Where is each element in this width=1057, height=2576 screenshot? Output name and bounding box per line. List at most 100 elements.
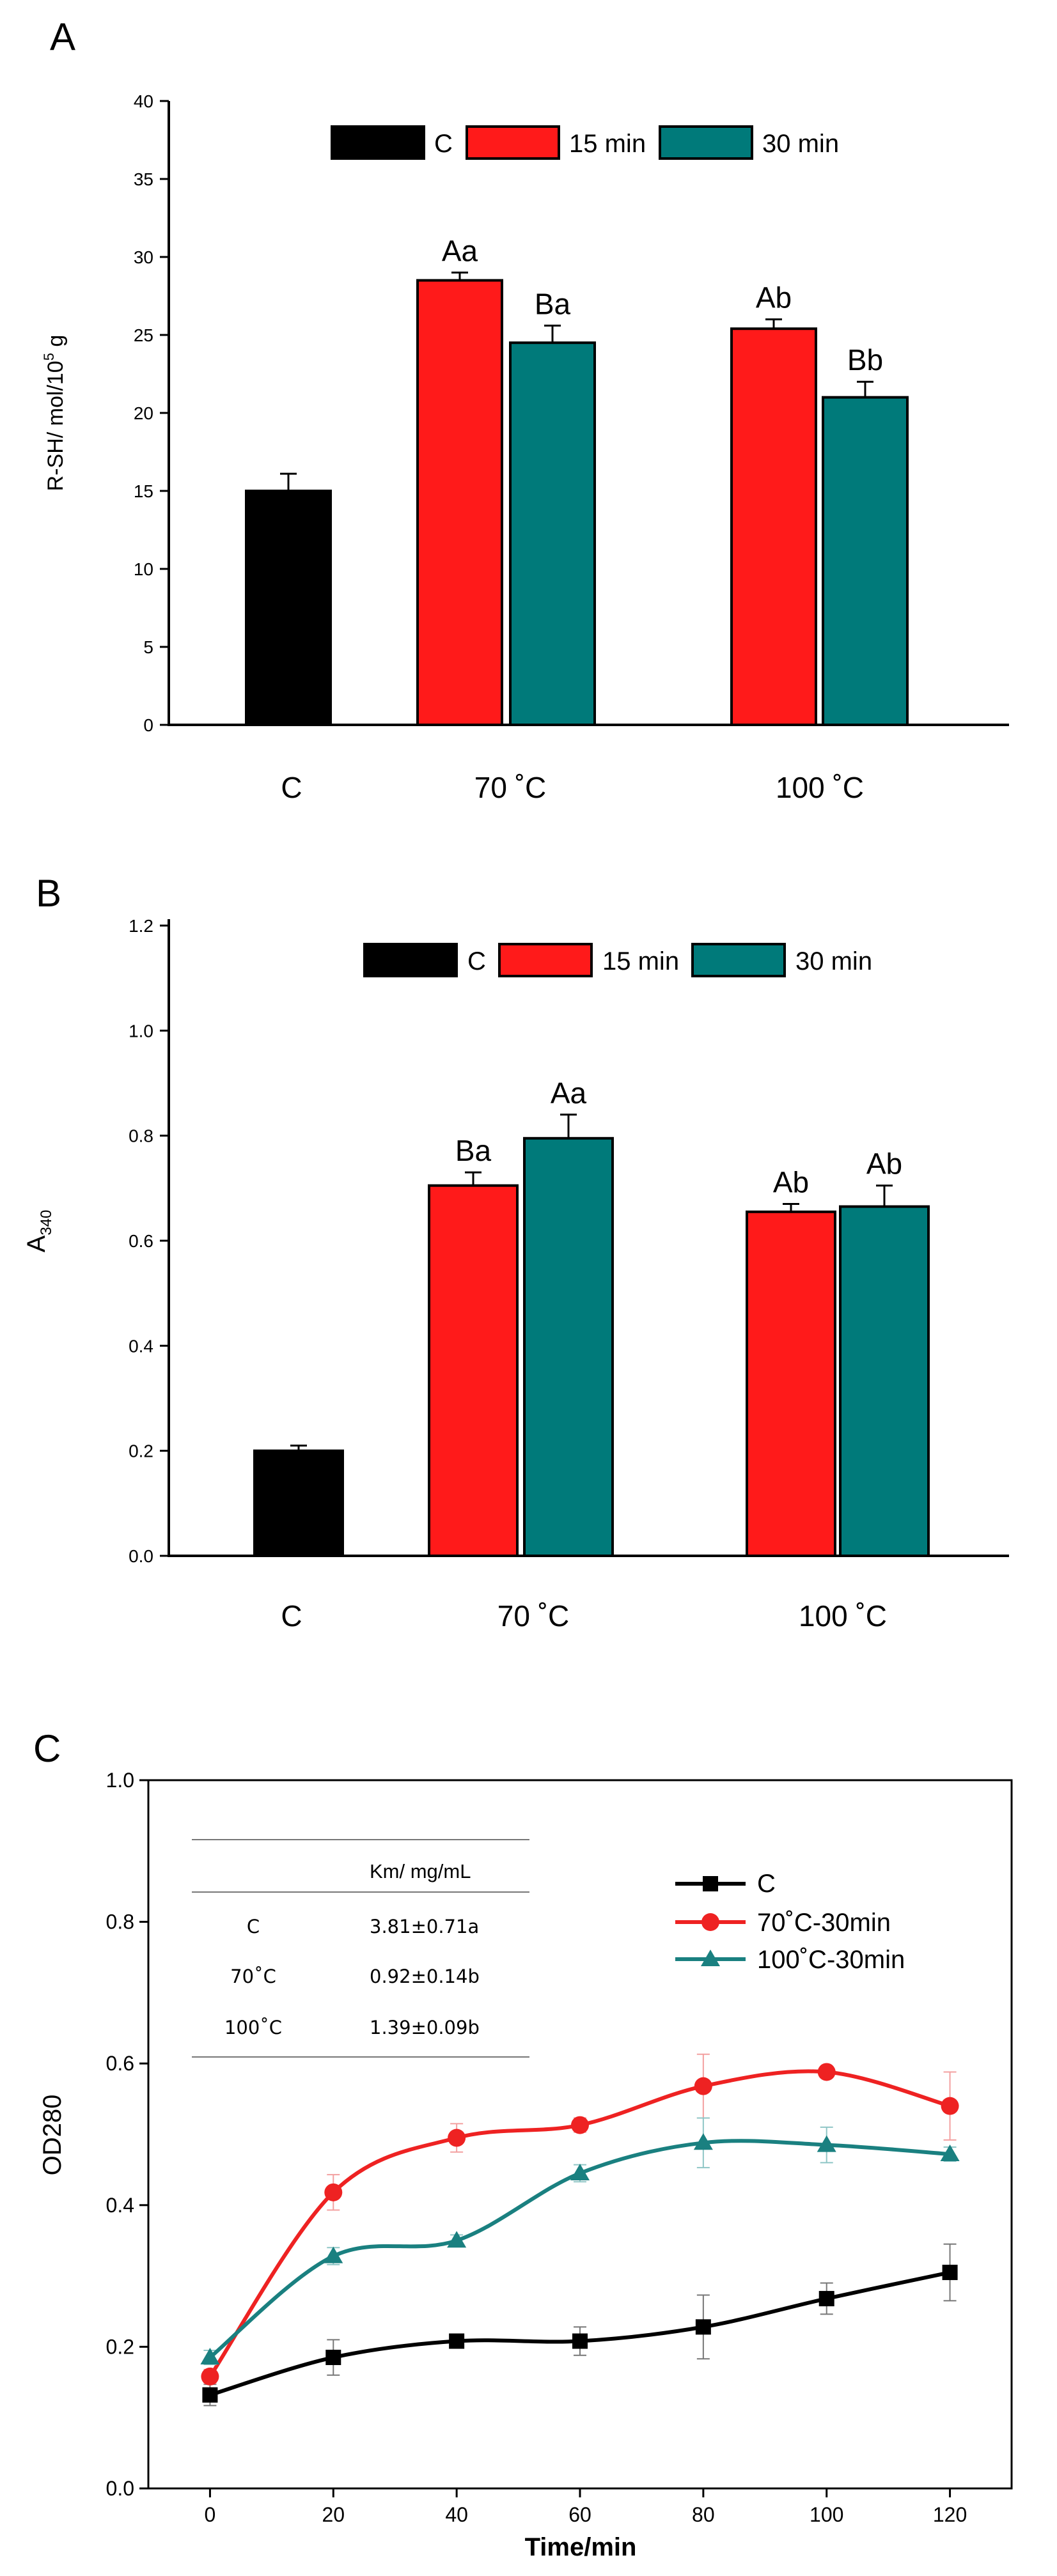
c-point-c [818, 2291, 834, 2307]
c-km-table: Km/ mg/mL C 3.81±0.71a 70˚C 0.92±0.14b 1… [192, 1839, 529, 2058]
b-bar [523, 1137, 614, 1557]
b-bar [839, 1205, 930, 1557]
c-x-tick-label: 80 [692, 2503, 715, 2526]
c-table-row-value: 1.39±0.09b [370, 2017, 480, 2038]
b-y-tick-label: 0.8 [129, 1126, 153, 1146]
a-y-tick-label: 5 [143, 637, 153, 657]
b-legend-swatch-c [363, 943, 458, 977]
a-y-tick-label: 30 [134, 247, 153, 267]
c-point-70 [817, 2063, 836, 2081]
c-y-tick-label: 0.8 [106, 1911, 134, 1934]
a-bar-label: Ba [535, 287, 571, 320]
c-y-axis-label: OD280 [38, 2095, 67, 2176]
b-legend-label-15min: 15 min [602, 947, 679, 975]
c-point-70 [201, 2367, 219, 2386]
c-legend: C 70˚C-30min 100˚C-30min [675, 1870, 905, 1974]
c-point-100 [693, 2133, 713, 2150]
panel-b: B 0.0 0.2 0.4 0.6 0.8 1.0 1.2 Ba Aa Ab Ab C 70 ˚C 1… [22, 872, 1009, 1633]
a-bar [822, 396, 909, 726]
c-legend-label-c: C [757, 1870, 776, 1898]
a-legend-label-30min: 30 min [762, 130, 839, 158]
b-y-tick-label: 0.6 [129, 1231, 153, 1251]
c-table-row-value: 3.81±0.71a [370, 1916, 479, 1937]
b-bar-label: Aa [551, 1076, 587, 1110]
a-legend-swatch-30min [659, 125, 753, 160]
c-point-c [695, 2319, 711, 2335]
a-y-tick-label: 0 [143, 715, 153, 735]
c-x-tick-label: 60 [568, 2503, 591, 2526]
c-x-tick-label: 120 [933, 2503, 967, 2526]
a-bar [416, 279, 503, 727]
a-y-tick-label: 20 [134, 403, 153, 423]
panel-letter-a: A [50, 15, 75, 58]
c-table-header: Km/ mg/mL [370, 1860, 471, 1882]
a-bar [245, 490, 332, 726]
b-bar-label: Ab [866, 1147, 902, 1181]
c-point-c [572, 2333, 588, 2349]
panel-a: A 0 5 10 15 20 25 30 35 40 Aa Ba Ab Bb C 70 ˚C 100 ˚C… [41, 15, 1009, 804]
c-point-100 [447, 2231, 467, 2248]
c-x-tick-label: 40 [445, 2503, 468, 2526]
c-legend-marker-c [703, 1876, 718, 1891]
c-table-row-value: 0.92±0.14b [370, 1966, 480, 1987]
c-legend-marker-100 [701, 1950, 720, 1966]
c-point-70 [324, 2183, 343, 2201]
c-x-tick-label: 20 [322, 2503, 345, 2526]
b-y-tick-label: 1.2 [129, 916, 153, 936]
c-point-100 [200, 2348, 220, 2365]
c-point-70 [694, 2077, 712, 2095]
a-legend-swatch-15min [466, 125, 560, 160]
a-bar [509, 341, 596, 726]
b-category-label: 70 ˚C [497, 1599, 569, 1633]
c-point-70 [941, 2097, 959, 2115]
c-point-70 [571, 2116, 589, 2134]
c-x-axis-label: Time/min [525, 2533, 637, 2561]
c-y-tick-label: 0.4 [106, 2194, 134, 2217]
c-point-100 [570, 2163, 590, 2180]
b-y-tick-label: 0.0 [129, 1546, 153, 1566]
a-legend-label-c: C [434, 130, 453, 158]
a-bar-label: Ab [756, 281, 792, 314]
a-legend-swatch-c [331, 125, 425, 160]
a-y-tick-label: 25 [134, 325, 153, 345]
c-plot-frame [147, 1779, 1013, 2490]
a-y-tick-label: 15 [134, 481, 153, 501]
b-legend-swatch-30min [691, 943, 786, 977]
b-category-label: 100 ˚C [799, 1599, 887, 1633]
c-table-row-label: C [247, 1916, 260, 1937]
c-y-tick-label: 0.6 [106, 2052, 134, 2075]
b-bar-label: Ba [455, 1134, 492, 1167]
b-y-tick-label: 0.2 [129, 1441, 153, 1461]
c-y-tick-label: 0.0 [106, 2477, 134, 2500]
a-y-axis-label: R-SH/ mol/105 g [41, 335, 68, 492]
b-y-tick-label: 1.0 [129, 1021, 153, 1041]
b-bar [428, 1184, 519, 1557]
panel-letter-b: B [36, 872, 61, 915]
panel-letter-c: C [33, 1727, 61, 1770]
c-point-70 [448, 2129, 466, 2147]
a-legend-label-15min: 15 min [569, 130, 646, 158]
c-point-100 [324, 2246, 343, 2263]
b-category-label: C [281, 1599, 302, 1633]
a-y-tick-label: 10 [134, 559, 153, 579]
c-point-100 [817, 2135, 836, 2152]
c-point-c [202, 2387, 218, 2403]
a-y-tick-label: 40 [134, 91, 153, 111]
c-table-row-label: 70˚C [230, 1966, 276, 1987]
b-legend-label-c: C [467, 947, 486, 975]
c-y-tick-label: 0.2 [106, 2335, 134, 2358]
c-table-row-label: 100˚C [224, 2017, 282, 2038]
a-category-label: C [281, 771, 302, 804]
b-bar-label: Ab [773, 1165, 809, 1199]
c-point-c [942, 2265, 958, 2281]
c-legend-label-70: 70˚C-30min [757, 1909, 891, 1937]
b-y-tick-label: 0.4 [129, 1336, 153, 1356]
c-x-tick-label: 100 [810, 2503, 843, 2526]
a-legend: C 15 min 30 min [331, 125, 839, 160]
c-legend-marker-70 [701, 1913, 719, 1931]
c-x-tick-label: 0 [205, 2503, 216, 2526]
a-y-tick-label: 35 [134, 169, 153, 189]
c-point-c [449, 2333, 465, 2349]
c-point-100 [940, 2145, 960, 2162]
